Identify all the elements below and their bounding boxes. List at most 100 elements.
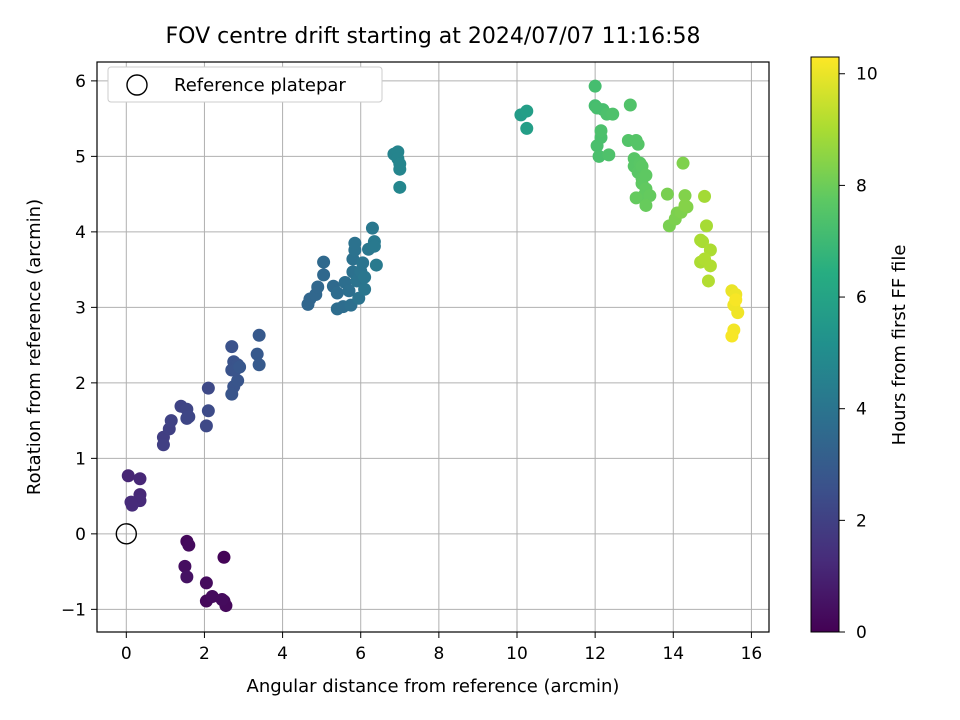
data-point (729, 293, 743, 307)
data-point (217, 550, 231, 564)
data-point (164, 414, 178, 428)
data-point (631, 137, 645, 151)
data-point (180, 570, 194, 584)
data-point (678, 198, 692, 212)
reference-platepar-marker (115, 523, 138, 545)
data-point (588, 79, 602, 93)
y-tick-label: 3 (75, 298, 86, 318)
data-point (678, 189, 692, 203)
x-tick-label: 2 (199, 644, 210, 664)
data-point (699, 219, 713, 233)
data-point (182, 538, 196, 552)
y-axis-ticks: −1 0 1 2 3 4 5 6 (61, 72, 97, 620)
data-point (201, 381, 215, 395)
data-point (330, 286, 344, 300)
data-point (178, 559, 192, 573)
data-point (393, 162, 407, 176)
data-point (520, 104, 534, 118)
colorbar-tick-label: 8 (856, 176, 867, 196)
x-tick-label: 8 (433, 644, 444, 664)
data-point (348, 236, 362, 250)
data-point (639, 168, 653, 182)
data-point (356, 256, 370, 270)
data-point (703, 259, 717, 273)
data-point (121, 469, 135, 483)
y-tick-label: 2 (75, 374, 86, 394)
data-point (252, 328, 266, 342)
chart-title: FOV centre drift starting at 2024/07/07 … (166, 24, 701, 49)
data-point (367, 239, 381, 253)
y-tick-label: 5 (75, 147, 86, 167)
data-point (393, 180, 407, 194)
data-point (231, 374, 245, 388)
x-tick-label: 14 (662, 644, 684, 664)
data-point (639, 198, 653, 212)
data-point (317, 255, 331, 269)
legend: Reference platepar (107, 66, 383, 103)
data-point (233, 360, 247, 374)
y-axis-label: Rotation from reference (arcmin) (24, 199, 45, 495)
data-point (225, 340, 239, 354)
data-point (205, 590, 219, 604)
data-point (124, 495, 138, 509)
data-point (592, 149, 606, 163)
data-point (201, 404, 215, 418)
colorbar-tick-label: 4 (856, 400, 867, 420)
data-point (199, 419, 213, 433)
colorbar-tick-label: 10 (856, 65, 878, 85)
data-point (701, 274, 715, 288)
data-point (623, 98, 637, 112)
data-point (602, 148, 616, 162)
colorbar-label: Hours from first FF file (889, 245, 910, 446)
legend-box (107, 66, 383, 103)
data-point (317, 268, 331, 282)
data-point (369, 258, 383, 272)
colorbar-ticks: 0 2 4 6 8 10 (839, 65, 878, 643)
data-point (358, 270, 372, 284)
plot-frame (96, 61, 770, 633)
x-axis-ticks: 0 2 4 6 8 10 12 14 16 (121, 632, 762, 664)
data-point (156, 438, 170, 452)
data-point (182, 410, 196, 424)
data-point (252, 358, 266, 372)
data-point (629, 191, 643, 205)
y-tick-label: −1 (61, 600, 86, 620)
colorbar-tick-label: 0 (856, 623, 867, 643)
y-tick-label: 0 (75, 525, 86, 545)
x-tick-label: 4 (277, 644, 288, 664)
data-point (643, 189, 657, 203)
data-point (725, 329, 739, 343)
x-tick-label: 16 (741, 644, 763, 664)
colorbar-gradient (810, 56, 840, 633)
data-point (698, 189, 712, 203)
data-point (215, 593, 229, 607)
data-point (696, 235, 710, 249)
data-point (342, 284, 356, 298)
x-tick-label: 6 (355, 644, 366, 664)
data-point (731, 306, 745, 320)
data-points (115, 79, 745, 613)
data-point (660, 187, 674, 201)
y-tick-label: 4 (75, 223, 86, 243)
data-point (199, 576, 213, 590)
x-axis-label: Angular distance from reference (arcmin) (247, 676, 620, 697)
data-point (676, 156, 690, 170)
y-tick-label: 6 (75, 72, 86, 92)
data-point (365, 221, 379, 235)
data-point (250, 347, 264, 361)
y-tick-label: 1 (75, 449, 86, 469)
x-tick-label: 12 (584, 644, 606, 664)
data-point (311, 280, 325, 294)
data-point (594, 124, 608, 138)
legend-marker-open-circle (126, 74, 148, 96)
legend-label: Reference platepar (174, 75, 346, 96)
colorbar-tick-label: 6 (856, 288, 867, 308)
colorbar-tick-label: 2 (856, 511, 867, 531)
data-point (133, 472, 147, 486)
data-point (225, 387, 239, 401)
x-tick-label: 10 (506, 644, 528, 664)
data-point (358, 282, 372, 296)
data-point (520, 121, 534, 135)
colorbar: 0 2 4 6 8 10 Hours from first FF file (810, 56, 910, 643)
